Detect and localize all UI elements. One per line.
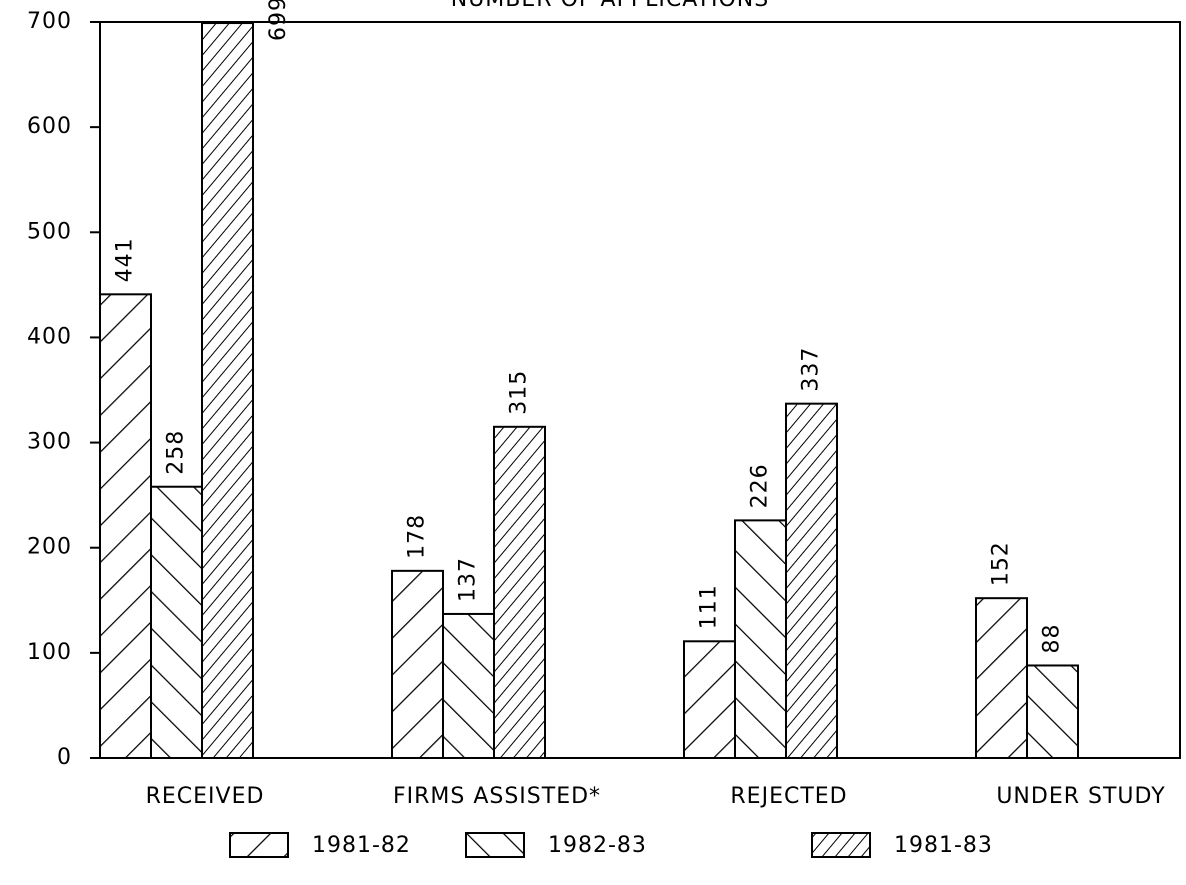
y-tick-label: 200 — [27, 535, 72, 560]
y-tick-label: 500 — [27, 219, 72, 244]
legend-swatch — [811, 832, 871, 858]
y-tick-label: 700 — [27, 9, 72, 34]
legend-label: 1981-82 — [312, 833, 411, 858]
legend-swatch — [229, 832, 289, 858]
value-label: 337 — [799, 347, 824, 392]
y-tick-label: 0 — [57, 745, 72, 770]
legend-swatch — [465, 832, 525, 858]
value-label: 88 — [1040, 623, 1065, 653]
x-tick-label: RECEIVED — [146, 784, 265, 809]
bar — [734, 519, 787, 759]
legend-label: 1981-83 — [894, 833, 993, 858]
value-label: 226 — [748, 463, 773, 508]
value-label: 315 — [507, 370, 532, 415]
legend-label: 1982-83 — [548, 833, 647, 858]
value-label: 137 — [456, 557, 481, 602]
bar — [1026, 664, 1079, 760]
value-label: 152 — [989, 541, 1014, 586]
bar — [493, 425, 546, 759]
x-tick-label: REJECTED — [730, 784, 847, 809]
value-label: 111 — [697, 584, 722, 629]
x-tick-label: UNDER STUDY — [996, 784, 1165, 809]
bar — [442, 612, 495, 759]
bar — [150, 485, 203, 759]
y-tick-label: 300 — [27, 430, 72, 455]
y-tick-label: 100 — [27, 640, 72, 665]
value-label: 258 — [164, 430, 189, 475]
y-tick-label: 400 — [27, 324, 72, 349]
bar — [99, 293, 152, 759]
bar — [201, 22, 254, 759]
bar — [975, 597, 1028, 759]
value-label: 699 — [266, 0, 291, 41]
value-label: 178 — [405, 514, 430, 559]
bar — [683, 640, 736, 760]
chart-title: NUMBER OF APPLICATIONS — [451, 0, 769, 12]
bar — [391, 569, 444, 759]
x-tick-label: FIRMS ASSISTED* — [393, 784, 601, 809]
value-label: 441 — [113, 237, 138, 282]
bar — [785, 402, 838, 759]
y-tick-label: 600 — [27, 114, 72, 139]
